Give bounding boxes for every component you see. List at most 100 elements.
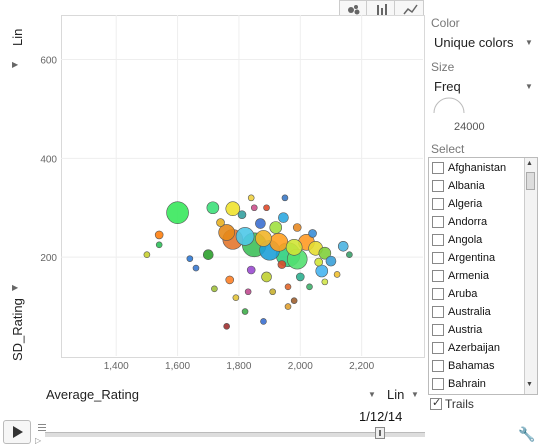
select-item-checkbox[interactable] (432, 288, 444, 300)
select-item-checkbox[interactable] (432, 306, 444, 318)
bubble-point[interactable] (192, 264, 200, 272)
select-item-checkbox[interactable] (432, 270, 444, 282)
list-scrollbar[interactable]: ▲ ▼ (524, 158, 537, 394)
bubble-point[interactable] (314, 257, 323, 267)
bubble-point[interactable] (223, 323, 230, 330)
bubble-point[interactable] (318, 246, 332, 260)
bubble-point[interactable] (337, 240, 349, 252)
select-item-checkbox[interactable] (432, 198, 444, 210)
bubble-point[interactable] (241, 308, 249, 315)
bubble-point[interactable] (244, 288, 252, 296)
select-item[interactable]: Bahrain (429, 375, 521, 393)
bubble-point[interactable] (295, 272, 305, 282)
bubble-point[interactable] (278, 212, 289, 223)
select-item[interactable]: Armenia (429, 267, 521, 285)
select-item[interactable]: Bahamas (429, 357, 521, 375)
bubble-point[interactable] (315, 264, 329, 278)
scroll-up-icon[interactable]: ▲ (526, 160, 533, 167)
bubble-point[interactable] (232, 294, 240, 301)
select-item[interactable]: Azerbaijan (429, 339, 521, 357)
bubble-point[interactable] (154, 230, 164, 240)
timeline-track[interactable] (45, 432, 425, 437)
bubble-point[interactable] (211, 285, 218, 293)
x-metric-selector[interactable]: Average_Rating ▼ (46, 387, 376, 403)
y-scale-arrow-icon[interactable]: ▶ (12, 60, 19, 69)
bubble-point[interactable] (218, 224, 235, 241)
bubble-point[interactable] (269, 221, 283, 234)
select-item[interactable]: Aruba (429, 285, 521, 303)
bubble-point[interactable] (269, 233, 289, 252)
bubble-point[interactable] (346, 251, 353, 258)
select-item-checkbox[interactable] (432, 324, 444, 336)
x-scale-selector[interactable]: Lin ▼ (387, 387, 423, 403)
bubble-point[interactable] (281, 194, 289, 202)
play-button[interactable] (3, 420, 31, 444)
bubble-point[interactable] (235, 227, 255, 246)
select-item[interactable]: Andorra (429, 213, 521, 231)
bubble-chart-button[interactable] (339, 0, 367, 16)
bubble-point[interactable] (237, 210, 247, 219)
bubble-point[interactable] (255, 230, 272, 247)
bubble-point[interactable] (333, 271, 341, 278)
x-scale-value: Lin (387, 387, 405, 402)
speed-icon[interactable] (38, 424, 46, 434)
bubble-point[interactable] (247, 194, 255, 202)
bubble-point[interactable] (263, 204, 270, 212)
select-item[interactable]: Australia (429, 303, 521, 321)
select-item-checkbox[interactable] (432, 180, 444, 192)
bubble-point[interactable] (216, 218, 225, 227)
step-icon[interactable]: ▷ (35, 436, 42, 445)
select-item-checkbox[interactable] (432, 234, 444, 246)
bubble-point[interactable] (260, 318, 267, 325)
bubble-point[interactable] (206, 201, 220, 215)
select-item-checkbox[interactable] (432, 342, 444, 354)
bubble-point[interactable] (325, 255, 337, 267)
select-item[interactable]: Austria (429, 321, 521, 339)
select-item-label: Andorra (448, 216, 488, 228)
select-item[interactable]: Afghanistan (429, 159, 521, 177)
bubble-point[interactable] (269, 288, 276, 296)
bubble-point[interactable] (261, 271, 272, 283)
bubble-point[interactable] (143, 251, 151, 258)
select-item-checkbox[interactable] (432, 378, 444, 390)
bubble-point[interactable] (284, 283, 292, 291)
bubble-point[interactable] (292, 223, 302, 232)
bubble-point[interactable] (277, 260, 287, 269)
bubble-point[interactable] (250, 204, 258, 212)
size-value: Freq (434, 79, 461, 94)
bubble-point[interactable] (246, 265, 256, 275)
select-item[interactable]: Algeria (429, 195, 521, 213)
bubble-point[interactable] (202, 249, 214, 260)
bubble-point[interactable] (321, 278, 329, 286)
bubble-point[interactable] (308, 229, 317, 238)
bubble-point[interactable] (166, 201, 189, 224)
bubble-chart[interactable]: 1,400 1,600 1,800 2,000 2,200 200 400 600 (0, 0, 430, 380)
bubble-point[interactable] (225, 275, 235, 285)
bubble-point[interactable] (290, 297, 298, 304)
select-item[interactable]: Angola (429, 231, 521, 249)
trails-toggle[interactable]: ✓ Trails (430, 397, 474, 411)
trails-checkbox[interactable]: ✓ (430, 397, 442, 410)
y-metric-arrow-icon[interactable]: ▶ (12, 283, 19, 292)
wrench-icon[interactable]: 🔧 (518, 426, 536, 442)
bubble-point[interactable] (155, 241, 163, 249)
bubble-point[interactable] (285, 238, 303, 256)
color-selector[interactable]: Unique colors ▼ (431, 33, 537, 51)
select-item[interactable]: Argentina (429, 249, 521, 267)
select-item-checkbox[interactable] (432, 252, 444, 264)
bubble-point[interactable] (284, 303, 292, 310)
select-item-checkbox[interactable] (432, 162, 444, 174)
bubble-chart-icon (348, 5, 360, 15)
bubble-point[interactable] (186, 255, 194, 262)
select-item-checkbox[interactable] (432, 360, 444, 372)
select-item-checkbox[interactable] (432, 216, 444, 228)
scroll-thumb[interactable] (526, 172, 535, 190)
select-item[interactable]: Albania (429, 177, 521, 195)
bubble-point[interactable] (306, 283, 313, 291)
select-list[interactable]: Afghanistan Albania Algeria Andorra Angola Ar… (428, 157, 538, 395)
bubble-point[interactable] (255, 218, 266, 229)
scroll-down-icon[interactable]: ▼ (526, 381, 533, 388)
size-selector[interactable]: Freq ▼ (431, 77, 537, 95)
bubble-point[interactable] (225, 201, 241, 217)
timeline-handle[interactable] (375, 427, 385, 439)
